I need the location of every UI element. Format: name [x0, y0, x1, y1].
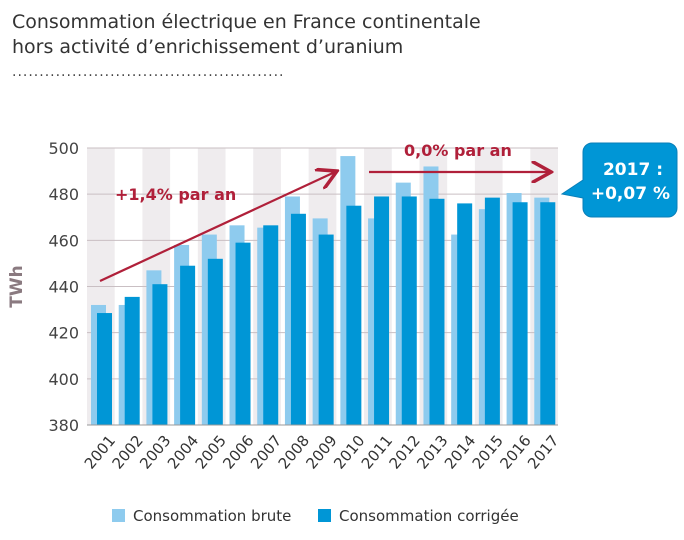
bar-corrigee [124, 296, 140, 425]
bar-corrigee [346, 205, 362, 425]
bar-corrigee [235, 242, 251, 425]
trend-label-2: 0,0% par an [404, 141, 512, 160]
x-tick-label: 2008 [275, 432, 313, 473]
x-tick-label: 2012 [386, 432, 424, 473]
callout-line-1: 2017 : [603, 160, 663, 180]
bar-corrigee [457, 203, 473, 425]
dotted-separator: ........................................… [12, 64, 285, 80]
bar-corrigee [318, 234, 334, 425]
y-tick-label: 480 [48, 185, 79, 204]
x-tick-label: 2006 [219, 432, 257, 473]
x-tick-label: 2005 [192, 432, 230, 473]
y-tick-label: 380 [48, 416, 79, 435]
bar-corrigee [152, 284, 168, 425]
x-tick-label: 2004 [164, 432, 202, 473]
bar-corrigee [263, 225, 279, 425]
trend-arrow-1 [99, 172, 335, 282]
bar-corrigee [429, 198, 445, 425]
x-tick-label: 2011 [358, 432, 396, 473]
bar-corrigee [512, 202, 528, 425]
x-tick-label: 2002 [108, 432, 146, 473]
y-tick-label: 400 [48, 370, 79, 389]
x-tick-label: 2013 [413, 432, 451, 473]
y-tick-label: 440 [48, 278, 79, 297]
legend-swatch [318, 509, 331, 522]
bar-corrigee [180, 265, 196, 425]
x-tick-label: 2015 [469, 432, 507, 473]
x-tick-label: 2016 [496, 432, 534, 473]
y-tick-label: 460 [48, 231, 79, 250]
bar-corrigee [540, 202, 556, 425]
callout-bubble [560, 142, 678, 218]
bar-corrigee [290, 213, 306, 425]
x-tick-label: 2001 [81, 432, 119, 473]
callout-line-2: +0,07 % [591, 184, 670, 204]
bar-corrigee [207, 258, 223, 425]
x-tick-label: 2009 [302, 432, 340, 473]
y-tick-label: 420 [48, 324, 79, 343]
y-tick-label: 500 [48, 139, 79, 158]
bar-corrigee [374, 196, 390, 425]
x-tick-label: 2014 [441, 432, 479, 473]
bar-corrigee [97, 313, 112, 425]
x-tick-label: 2003 [136, 432, 174, 473]
bar-corrigee [484, 197, 500, 425]
bar-corrigee [401, 196, 417, 425]
legend-label: Consommation brute [133, 507, 291, 525]
y-axis-label: TWh [7, 265, 27, 307]
x-tick-label: 2017 [524, 432, 562, 473]
trend-label-1: +1,4% par an [115, 185, 236, 204]
title-line-2: hors activité d’enrichissement d’uranium [12, 36, 404, 58]
title-line-1: Consommation électrique en France contin… [12, 11, 481, 33]
x-tick-label: 2010 [330, 432, 368, 473]
legend-label: Consommation corrigée [339, 507, 519, 525]
x-tick-label: 2007 [247, 432, 285, 473]
legend-swatch [112, 509, 125, 522]
chart-title: Consommation électrique en France contin… [12, 10, 481, 60]
